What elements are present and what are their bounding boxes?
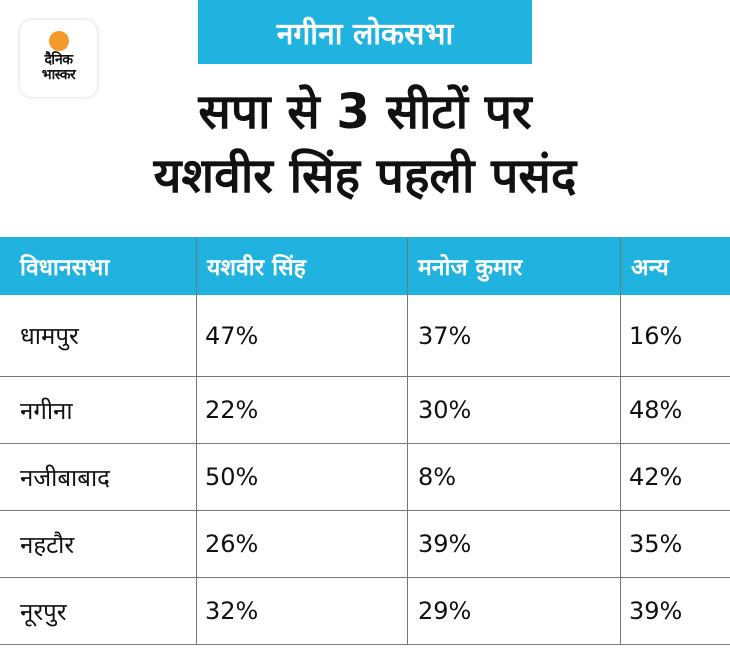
- constituency-banner: नगीना लोकसभा: [198, 0, 532, 64]
- yashveer-pct: 47%: [197, 295, 408, 376]
- table-row: नहटौर 26% 39% 35%: [0, 511, 730, 578]
- headline-line2: यशवीर सिंह पहली पसंद: [153, 148, 577, 204]
- yashveer-pct: 32%: [197, 578, 408, 644]
- header-manoj-kumar: मनोज कुमार: [408, 237, 621, 295]
- assembly-name: नगीना: [0, 377, 197, 443]
- manoj-pct: 30%: [408, 377, 621, 443]
- sun-icon: [48, 31, 69, 51]
- results-table: विधानसभा यशवीर सिंह मनोज कुमार अन्य धामप…: [0, 237, 730, 645]
- manoj-pct: 29%: [408, 578, 621, 644]
- others-pct: 16%: [629, 321, 683, 350]
- header-others: अन्य: [631, 255, 669, 281]
- others-pct: 42%: [629, 463, 683, 491]
- others-pct: 39%: [629, 597, 683, 625]
- yashveer-pct: 22%: [197, 377, 408, 443]
- assembly-name: धामपुर: [0, 295, 197, 376]
- logo-text-line1: दैनिक: [44, 52, 73, 68]
- table-header: विधानसभा यशवीर सिंह मनोज कुमार अन्य: [0, 237, 730, 295]
- assembly-name: नजीबाबाद: [0, 444, 197, 510]
- manoj-pct: 8%: [408, 444, 621, 510]
- header-assembly: विधानसभा: [0, 237, 197, 295]
- assembly-name: नूरपुर: [0, 578, 197, 644]
- headline: सपा से 3 सीटों पर यशवीर सिंह पहली पसंद: [0, 80, 730, 208]
- yashveer-pct: 26%: [197, 511, 408, 577]
- assembly-name: नहटौर: [0, 511, 197, 577]
- table-row: नगीना 22% 30% 48%: [0, 377, 730, 444]
- header-yashveer-singh: यशवीर सिंह: [197, 237, 408, 295]
- manoj-pct: 37%: [408, 295, 621, 376]
- yashveer-pct: 50%: [197, 444, 408, 510]
- logo-text-line2: भास्कर: [41, 67, 76, 83]
- headline-line1: सपा से 3 सीटों पर: [198, 84, 532, 140]
- table-row: नजीबाबाद 50% 8% 42%: [0, 444, 730, 511]
- table-row: नूरपुर 32% 29% 39%: [0, 578, 730, 645]
- others-pct: 48%: [629, 396, 683, 424]
- manoj-pct: 39%: [408, 511, 621, 577]
- table-row: धामपुर 47% 37% 16%: [0, 295, 730, 377]
- others-pct: 35%: [629, 530, 683, 558]
- dainik-bhaskar-logo: दैनिक भास्कर: [20, 20, 97, 97]
